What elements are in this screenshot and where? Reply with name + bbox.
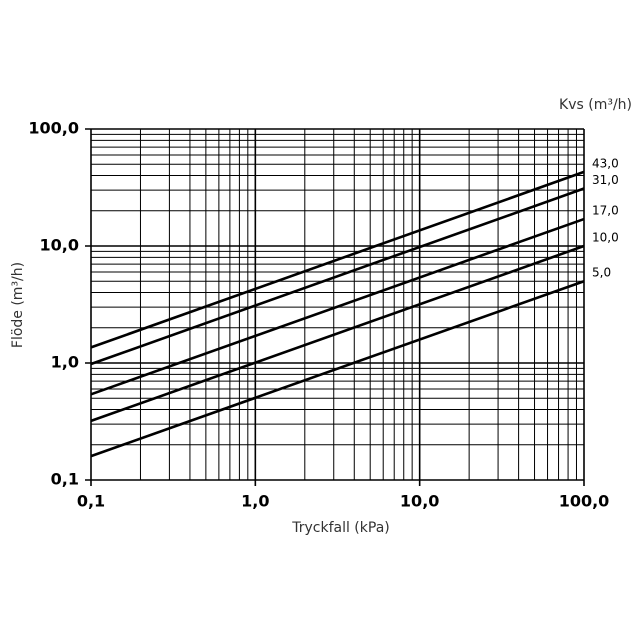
series-label: 43,0 <box>592 156 619 170</box>
series-line <box>90 187 585 366</box>
x-tick-label: 0,1 <box>77 492 105 511</box>
series-label: 17,0 <box>592 204 619 218</box>
series-line <box>90 279 585 458</box>
y-tick-label: 0,1 <box>51 470 79 489</box>
y-tick-label: 10,0 <box>40 236 79 255</box>
series-line <box>90 170 585 349</box>
series-label: 31,0 <box>592 173 619 187</box>
series-label: 5,0 <box>592 266 611 280</box>
legend-title: Kvs (m³/h) <box>559 97 632 113</box>
series-line <box>90 244 585 423</box>
x-tick-label: 1,0 <box>241 492 269 511</box>
x-tick-label: 100,0 <box>559 492 610 511</box>
y-axis-label: Flöde (m³/h) <box>10 262 26 348</box>
x-axis-label: Tryckfall (kPa) <box>291 520 390 536</box>
series-line <box>90 217 585 396</box>
y-tick-label: 1,0 <box>51 353 79 372</box>
y-tick-label: 100,0 <box>28 119 79 138</box>
x-tick-label: 10,0 <box>400 492 439 511</box>
series-label: 10,0 <box>592 231 619 245</box>
